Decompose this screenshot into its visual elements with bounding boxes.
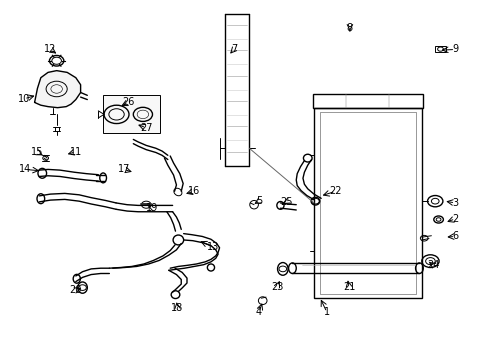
Text: 1: 1 — [323, 307, 329, 317]
Polygon shape — [35, 71, 81, 108]
Text: 14: 14 — [19, 165, 31, 174]
Text: 6: 6 — [451, 231, 457, 242]
Text: 7: 7 — [230, 45, 237, 54]
Text: 15: 15 — [31, 148, 43, 157]
Text: 9: 9 — [451, 45, 457, 54]
Text: 11: 11 — [70, 147, 82, 157]
Text: 12: 12 — [44, 45, 57, 54]
Text: 17: 17 — [117, 165, 130, 174]
Bar — [319, 112, 415, 294]
Text: 26: 26 — [122, 98, 134, 107]
Text: 25: 25 — [280, 197, 292, 207]
Bar — [103, 95, 160, 134]
Text: 3: 3 — [451, 198, 457, 208]
Text: 13: 13 — [207, 242, 219, 252]
Text: 4: 4 — [255, 307, 262, 317]
Text: 20: 20 — [69, 285, 82, 295]
Bar — [313, 108, 421, 298]
Text: 27: 27 — [140, 123, 152, 133]
Text: 5: 5 — [255, 196, 262, 206]
Text: 16: 16 — [188, 186, 200, 196]
Text: 10: 10 — [18, 94, 30, 104]
Bar — [312, 94, 423, 108]
Bar — [434, 46, 445, 52]
Text: 8: 8 — [346, 23, 352, 33]
Text: 22: 22 — [328, 186, 341, 196]
Text: 2: 2 — [451, 214, 458, 224]
Text: 23: 23 — [270, 282, 283, 292]
Text: 19: 19 — [146, 203, 158, 212]
Text: 21: 21 — [342, 282, 354, 292]
Text: 18: 18 — [171, 303, 183, 313]
Text: 24: 24 — [427, 260, 439, 270]
